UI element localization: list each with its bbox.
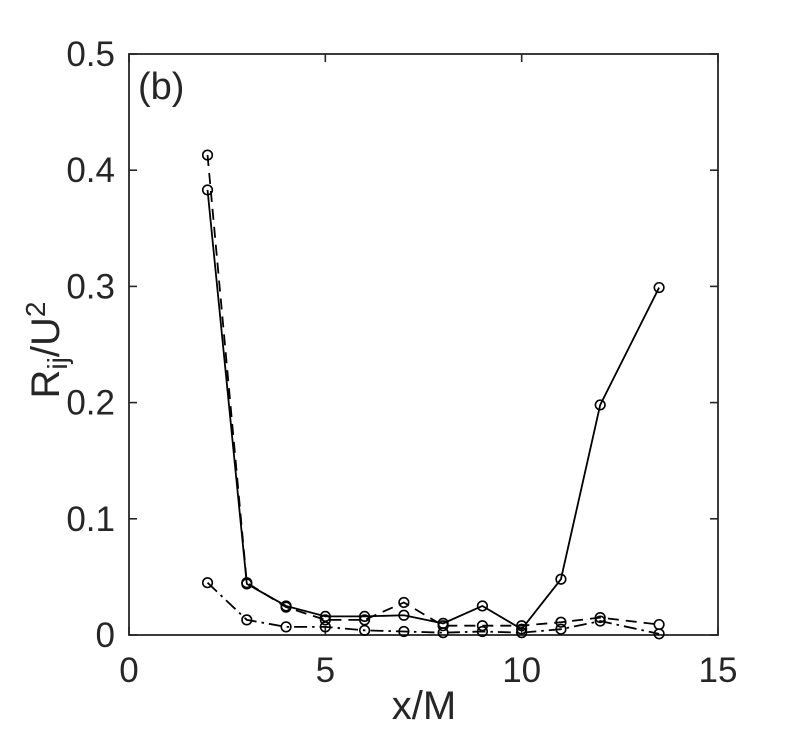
x-axis-label: x/M xyxy=(391,684,457,728)
data-point-marker-dashed-circles xyxy=(653,618,665,631)
data-point-marker-dashed-circles xyxy=(398,596,410,609)
data-point-marker-dashed-circles xyxy=(437,620,449,632)
y-tick-label: 0.4 xyxy=(66,151,115,190)
data-point-marker-dash-dot-circles xyxy=(653,628,665,640)
data-point-marker-solid-circles xyxy=(359,610,371,623)
data-point-marker-dashed-circles xyxy=(280,601,292,613)
y-axis-label-middle: /U xyxy=(24,317,68,358)
data-point-marker-solid-circles xyxy=(653,281,665,294)
x-tick-label: 15 xyxy=(699,651,738,690)
data-point-marker-dashed-circles xyxy=(359,614,371,626)
data-point-marker-dash-dot-circles xyxy=(476,625,489,638)
y-tick-label: 0.2 xyxy=(66,384,115,423)
data-point-marker-dash-dot-circles xyxy=(594,615,606,627)
data-point-marker-dash-dot-circles xyxy=(516,627,528,639)
y-axis-label-superscript: 2 xyxy=(20,301,51,318)
data-point-marker-dashed-circles xyxy=(201,149,214,161)
series-dashed-circles-line xyxy=(206,155,660,627)
y-tick-label: 0.3 xyxy=(66,267,115,306)
data-point-marker-dashed-circles xyxy=(555,616,567,628)
y-tick-label: 0.1 xyxy=(66,500,115,539)
x-tick-label: 5 xyxy=(316,651,335,690)
y-axis-label-subscript: ij xyxy=(42,357,73,370)
data-point-marker-dash-dot-circles xyxy=(437,627,449,639)
data-point-marker-dashed-circles xyxy=(516,620,528,632)
series-solid-circles-line xyxy=(206,189,660,631)
data-point-marker-solid-circles xyxy=(594,399,606,411)
data-point-marker-dashed-circles xyxy=(476,620,489,632)
data-point-marker-dash-dot-circles xyxy=(359,624,371,636)
data-point-marker-solid-circles xyxy=(319,610,331,623)
data-point-marker-solid-circles xyxy=(476,600,489,612)
data-point-marker-solid-circles xyxy=(516,623,528,635)
panel-label: (b) xyxy=(138,66,185,108)
data-point-marker-solid-circles xyxy=(555,573,567,585)
plot-border xyxy=(128,53,719,636)
y-axis-label-base: R xyxy=(24,369,68,399)
x-tick-label: 0 xyxy=(119,651,138,690)
data-point-marker-dashed-circles xyxy=(594,611,606,624)
data-point-marker-dash-dot-circles xyxy=(555,623,567,635)
series-dash-dot-circles-line xyxy=(206,582,660,635)
data-point-marker-solid-circles xyxy=(398,609,410,621)
x-tick-label: 10 xyxy=(502,651,541,690)
y-tick-label: 0 xyxy=(96,616,115,655)
y-axis-label: Rij/U2 xyxy=(10,240,73,460)
data-point-marker-solid-circles xyxy=(201,184,214,196)
data-point-marker-dash-dot-circles xyxy=(398,625,410,638)
data-point-marker-dash-dot-circles xyxy=(241,614,253,626)
data-point-marker-dash-dot-circles xyxy=(280,621,292,633)
data-point-marker-dash-dot-circles xyxy=(319,621,331,633)
data-point-marker-dash-dot-circles xyxy=(201,577,214,589)
data-point-marker-dashed-circles xyxy=(241,577,253,589)
data-point-marker-dashed-circles xyxy=(319,614,331,626)
y-tick-label: 0.5 xyxy=(66,35,115,74)
